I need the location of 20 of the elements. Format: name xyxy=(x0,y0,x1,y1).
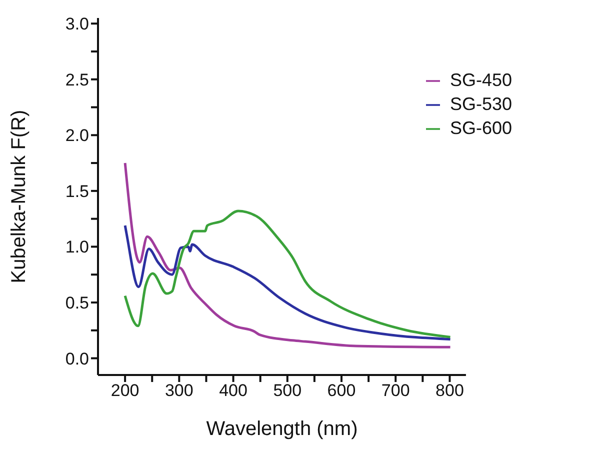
legend-label: SG-450 xyxy=(450,70,512,90)
y-tick-label: 0.5 xyxy=(65,294,89,313)
y-tick-label: 1.0 xyxy=(65,238,89,257)
y-tick-label: 3.0 xyxy=(65,14,89,34)
x-tick-label: 200 xyxy=(110,381,140,400)
x-tick-label: 400 xyxy=(219,381,248,400)
x-tick-label: 500 xyxy=(273,381,302,400)
x-tick-label: 700 xyxy=(381,381,410,400)
y-tick-label: 0.0 xyxy=(65,349,89,368)
legend-label: SG-530 xyxy=(450,94,512,114)
legend-label: SG-600 xyxy=(450,118,512,138)
x-axis-title: Wavelength (nm) xyxy=(206,418,358,440)
line-series xyxy=(124,162,452,348)
y-axis-title: Kubelka-Munk F(R) xyxy=(8,110,30,284)
x-tick-label: 800 xyxy=(436,381,464,400)
y-tick-label: 1.5 xyxy=(65,182,89,201)
x-tick-label: 300 xyxy=(164,381,194,400)
y-tick-label: 2.5 xyxy=(65,70,89,90)
x-tick-label: 600 xyxy=(327,381,356,400)
y-tick-label: 2.0 xyxy=(65,126,89,146)
